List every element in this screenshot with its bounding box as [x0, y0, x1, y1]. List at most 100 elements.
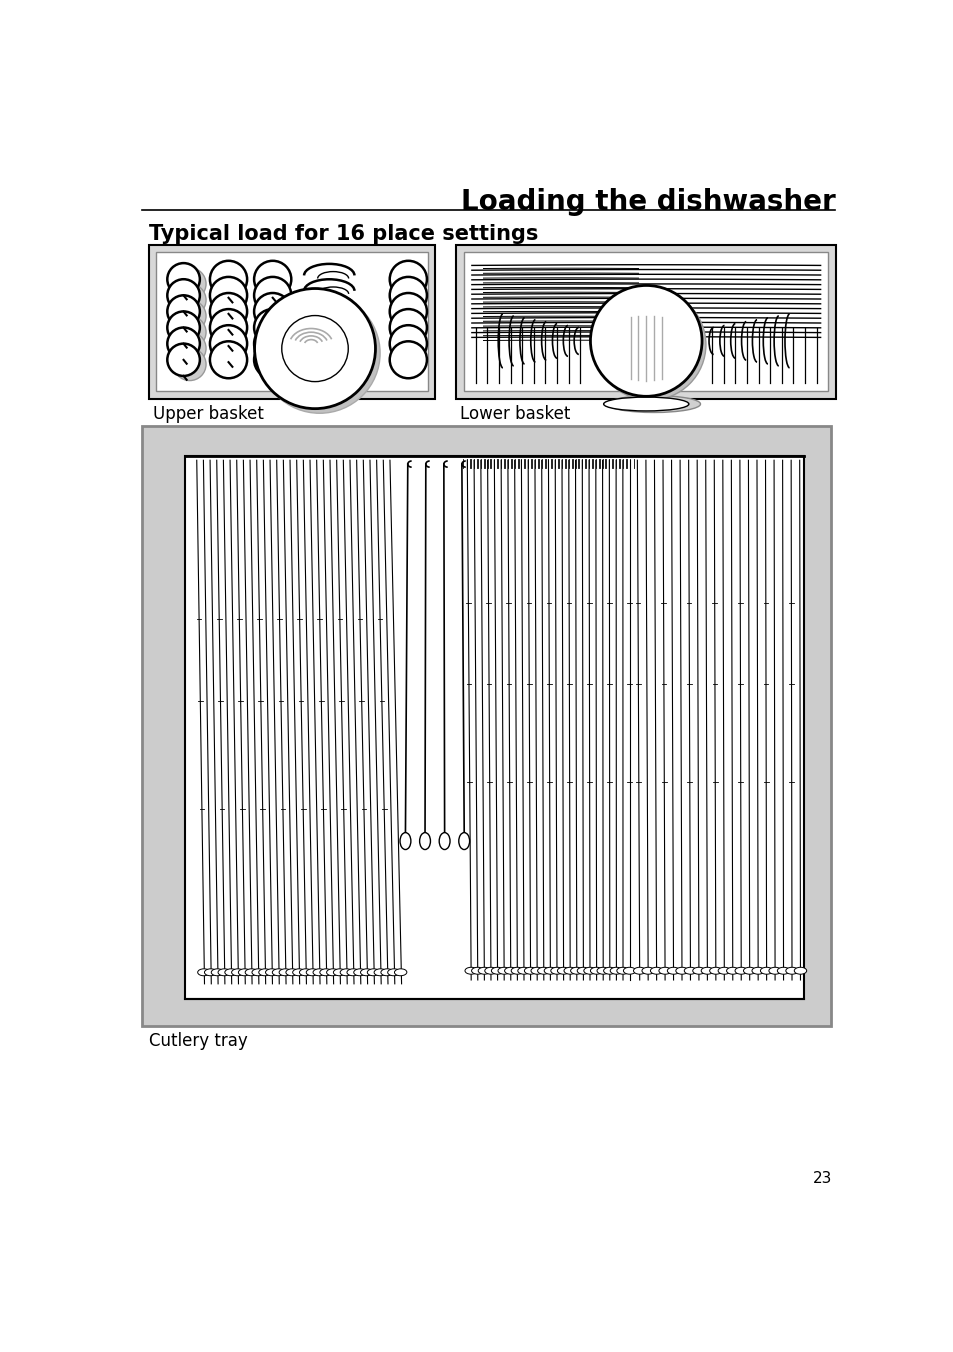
- Circle shape: [253, 293, 291, 330]
- Ellipse shape: [347, 969, 359, 976]
- Circle shape: [253, 341, 291, 379]
- Ellipse shape: [683, 967, 696, 975]
- Ellipse shape: [504, 967, 517, 975]
- Ellipse shape: [319, 969, 332, 976]
- Ellipse shape: [742, 967, 755, 975]
- Ellipse shape: [333, 969, 345, 976]
- Ellipse shape: [603, 397, 688, 411]
- Ellipse shape: [709, 967, 721, 975]
- Ellipse shape: [603, 967, 616, 975]
- Ellipse shape: [491, 967, 503, 975]
- Ellipse shape: [570, 967, 582, 975]
- Text: Lower basket: Lower basket: [459, 404, 570, 423]
- Circle shape: [210, 277, 247, 314]
- Circle shape: [390, 261, 427, 297]
- Bar: [142, 426, 830, 1026]
- Circle shape: [167, 280, 199, 311]
- Ellipse shape: [286, 969, 298, 976]
- Circle shape: [594, 289, 705, 400]
- Ellipse shape: [633, 967, 645, 975]
- Ellipse shape: [252, 969, 264, 976]
- Ellipse shape: [610, 967, 622, 975]
- Ellipse shape: [367, 969, 379, 976]
- Ellipse shape: [517, 967, 530, 975]
- Ellipse shape: [751, 967, 763, 975]
- Circle shape: [210, 341, 247, 379]
- Ellipse shape: [667, 967, 679, 975]
- Circle shape: [167, 311, 199, 343]
- Ellipse shape: [218, 969, 231, 976]
- Circle shape: [390, 326, 427, 362]
- Circle shape: [210, 310, 247, 346]
- Ellipse shape: [531, 967, 543, 975]
- Circle shape: [173, 333, 206, 365]
- Ellipse shape: [768, 967, 781, 975]
- Ellipse shape: [607, 396, 700, 412]
- Ellipse shape: [760, 967, 772, 975]
- Circle shape: [173, 300, 206, 333]
- Ellipse shape: [734, 967, 746, 975]
- Circle shape: [167, 295, 199, 327]
- Ellipse shape: [511, 967, 523, 975]
- Circle shape: [253, 261, 291, 297]
- Bar: [185, 457, 802, 999]
- Circle shape: [210, 326, 247, 362]
- Circle shape: [173, 316, 206, 349]
- Circle shape: [253, 310, 291, 346]
- Ellipse shape: [583, 967, 596, 975]
- Ellipse shape: [204, 969, 216, 976]
- Ellipse shape: [557, 967, 569, 975]
- Ellipse shape: [374, 969, 386, 976]
- Ellipse shape: [590, 967, 602, 975]
- Ellipse shape: [225, 969, 237, 976]
- Ellipse shape: [577, 967, 589, 975]
- Text: 23: 23: [812, 1171, 831, 1186]
- Ellipse shape: [692, 967, 704, 975]
- Text: Typical load for 16 place settings: Typical load for 16 place settings: [149, 224, 537, 243]
- Circle shape: [590, 285, 701, 396]
- Ellipse shape: [641, 967, 654, 975]
- Ellipse shape: [484, 967, 497, 975]
- Ellipse shape: [726, 967, 739, 975]
- Ellipse shape: [785, 967, 798, 975]
- Circle shape: [167, 343, 199, 376]
- Ellipse shape: [245, 969, 257, 976]
- Circle shape: [253, 326, 291, 362]
- Ellipse shape: [272, 969, 284, 976]
- Ellipse shape: [622, 967, 635, 975]
- Ellipse shape: [659, 967, 671, 975]
- Ellipse shape: [211, 969, 223, 976]
- Ellipse shape: [650, 967, 662, 975]
- Ellipse shape: [550, 967, 562, 975]
- Ellipse shape: [232, 969, 244, 976]
- Bar: [149, 245, 435, 399]
- Bar: [464, 253, 827, 391]
- Circle shape: [390, 277, 427, 314]
- Ellipse shape: [497, 967, 510, 975]
- Text: Cutlery tray: Cutlery tray: [149, 1033, 247, 1051]
- Circle shape: [210, 261, 247, 297]
- Circle shape: [167, 327, 199, 360]
- Ellipse shape: [360, 969, 373, 976]
- Circle shape: [173, 349, 206, 380]
- Circle shape: [390, 341, 427, 379]
- Circle shape: [390, 293, 427, 330]
- Circle shape: [259, 293, 379, 414]
- Ellipse shape: [354, 969, 366, 976]
- Ellipse shape: [777, 967, 789, 975]
- Ellipse shape: [563, 967, 576, 975]
- Ellipse shape: [537, 967, 550, 975]
- Ellipse shape: [326, 969, 338, 976]
- Ellipse shape: [419, 833, 430, 849]
- Ellipse shape: [477, 967, 490, 975]
- Ellipse shape: [438, 833, 450, 849]
- Ellipse shape: [265, 969, 277, 976]
- Ellipse shape: [471, 967, 483, 975]
- Ellipse shape: [524, 967, 537, 975]
- Ellipse shape: [458, 833, 469, 849]
- Ellipse shape: [464, 967, 476, 975]
- Bar: [156, 253, 427, 391]
- Ellipse shape: [313, 969, 325, 976]
- Ellipse shape: [617, 967, 629, 975]
- Circle shape: [173, 268, 206, 300]
